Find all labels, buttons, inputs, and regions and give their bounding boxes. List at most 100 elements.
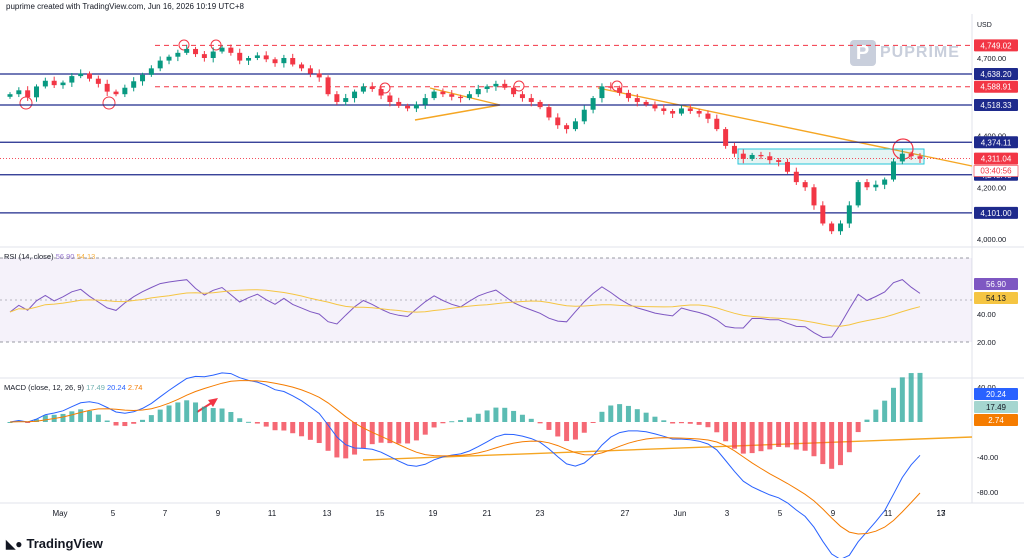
macd-legend[interactable]: MACD (close, 12, 26, 9) 17.49 20.24 2.74 [4, 383, 142, 392]
candle-body [687, 108, 693, 112]
macd-histogram-bar [617, 404, 623, 422]
time-axis-label: 13 [323, 509, 332, 518]
macd-histogram-bar [475, 413, 481, 422]
macd-hist-legend-value: 17.49 [86, 383, 105, 392]
macd-histogram-bar [908, 373, 914, 422]
candle-body [917, 156, 923, 159]
price-tick-label: 4,000.00 [977, 235, 1006, 244]
candle-body [802, 182, 808, 188]
candle-body [661, 108, 667, 112]
candle-body [643, 101, 649, 105]
macd-histogram-bar [740, 422, 746, 454]
descending-trendline[interactable] [597, 87, 973, 167]
macd-histogram-bar [731, 422, 737, 449]
macd-histogram-bar [352, 422, 358, 455]
candle-body [405, 105, 411, 109]
macd-histogram-bar [378, 422, 384, 443]
triangle-upper-line[interactable] [429, 87, 501, 106]
time-axis-label: 5 [111, 509, 116, 518]
macd-histogram-bar [42, 415, 48, 422]
candle-body [140, 74, 146, 82]
candle-body [625, 92, 631, 99]
macd-histogram-bar [157, 409, 163, 422]
macd-histogram-bar [749, 422, 755, 454]
macd-histogram-bar [237, 418, 243, 422]
macd-signal-line [9, 380, 921, 535]
macd-histogram-bar [678, 422, 684, 424]
time-axis-label: 11 [268, 509, 277, 518]
rsi-legend[interactable]: RSI (14, close) 56.90 54.13 [4, 252, 95, 261]
rsi-legend-title: RSI (14, close) [4, 252, 54, 261]
macd-histogram-bar [148, 415, 154, 422]
macd-histogram-bar [590, 422, 596, 423]
time-axis-label: Jun [674, 509, 687, 518]
candle-body [908, 153, 914, 157]
macd-histogram-bar [820, 422, 826, 465]
macd-histogram-bar [608, 405, 614, 422]
macd-histogram-bar [440, 422, 446, 424]
candle-body [352, 91, 358, 99]
candle-body [378, 89, 384, 96]
candle-body [201, 54, 207, 58]
candle-body [104, 83, 110, 92]
candle-body [873, 184, 879, 188]
pivot-circle [19, 96, 33, 110]
macd-histogram-bar [210, 408, 216, 422]
level-tag: 4,101.00 [980, 209, 1012, 218]
candle-body [325, 77, 331, 95]
macd-histogram-bar [572, 422, 578, 440]
tradingview-brand[interactable]: ◣● TradingView [6, 536, 103, 551]
candle-body [290, 58, 296, 65]
macd-tick-label: 40.00 [977, 383, 996, 392]
candle-body [148, 68, 154, 75]
level-tag-bg [974, 67, 1018, 80]
level-tag: 4,588.91 [980, 83, 1012, 92]
macd-histogram-bar [846, 422, 852, 453]
time-axis-label: 27 [621, 509, 630, 518]
candle-body [511, 87, 517, 95]
macd-line-tag-bg [974, 388, 1018, 400]
candle-body [42, 80, 48, 87]
consolidation-box[interactable] [737, 148, 925, 165]
tradingview-logo-icon: ◣● [6, 536, 23, 551]
tradingview-brand-text: TradingView [26, 536, 103, 551]
candle-body [546, 107, 552, 118]
candle-body [272, 59, 278, 64]
candle-body [855, 182, 861, 206]
macd-legend-title: MACD (close, 12, 26, 9) [4, 383, 85, 392]
candle-body [431, 91, 437, 99]
last-price-tag-bg [974, 152, 1018, 165]
candle-body [502, 83, 508, 88]
macd-histogram-bar [581, 422, 587, 433]
macd-histogram-bar [413, 422, 419, 441]
macd-histogram-bar [7, 422, 13, 423]
candle-body [846, 205, 852, 224]
pivot-circle [379, 82, 391, 94]
candle-body [820, 205, 826, 224]
candle-body [95, 78, 101, 84]
macd-histogram-bar [917, 372, 923, 422]
candle-body [484, 86, 490, 90]
macd-histogram-bar [776, 422, 782, 447]
time-axis-label: 17 [937, 509, 946, 518]
macd-histogram-bar [705, 422, 711, 428]
macd-support-line[interactable] [362, 436, 973, 461]
candle-body [316, 73, 322, 78]
macd-histogram-bar [228, 412, 234, 422]
candle-body [334, 94, 340, 102]
rsi-value-tag: 56.90 [986, 280, 1007, 289]
macd-histogram-bar [307, 422, 313, 440]
macd-histogram-bar [634, 409, 640, 422]
candle-body [34, 86, 40, 98]
rsi-tick-label: 20.00 [977, 338, 996, 347]
macd-histogram-bar [643, 412, 649, 422]
macd-histogram-bar [60, 413, 66, 422]
rsi-legend-value: 56.90 [55, 252, 75, 261]
macd-histogram-bar [69, 411, 75, 422]
triangle-lower-line[interactable] [414, 104, 501, 121]
macd-histogram-bar [855, 422, 861, 433]
macd-histogram-bar [458, 420, 464, 422]
macd-signal-legend-value: 2.74 [127, 383, 143, 392]
candle-body [608, 86, 614, 88]
